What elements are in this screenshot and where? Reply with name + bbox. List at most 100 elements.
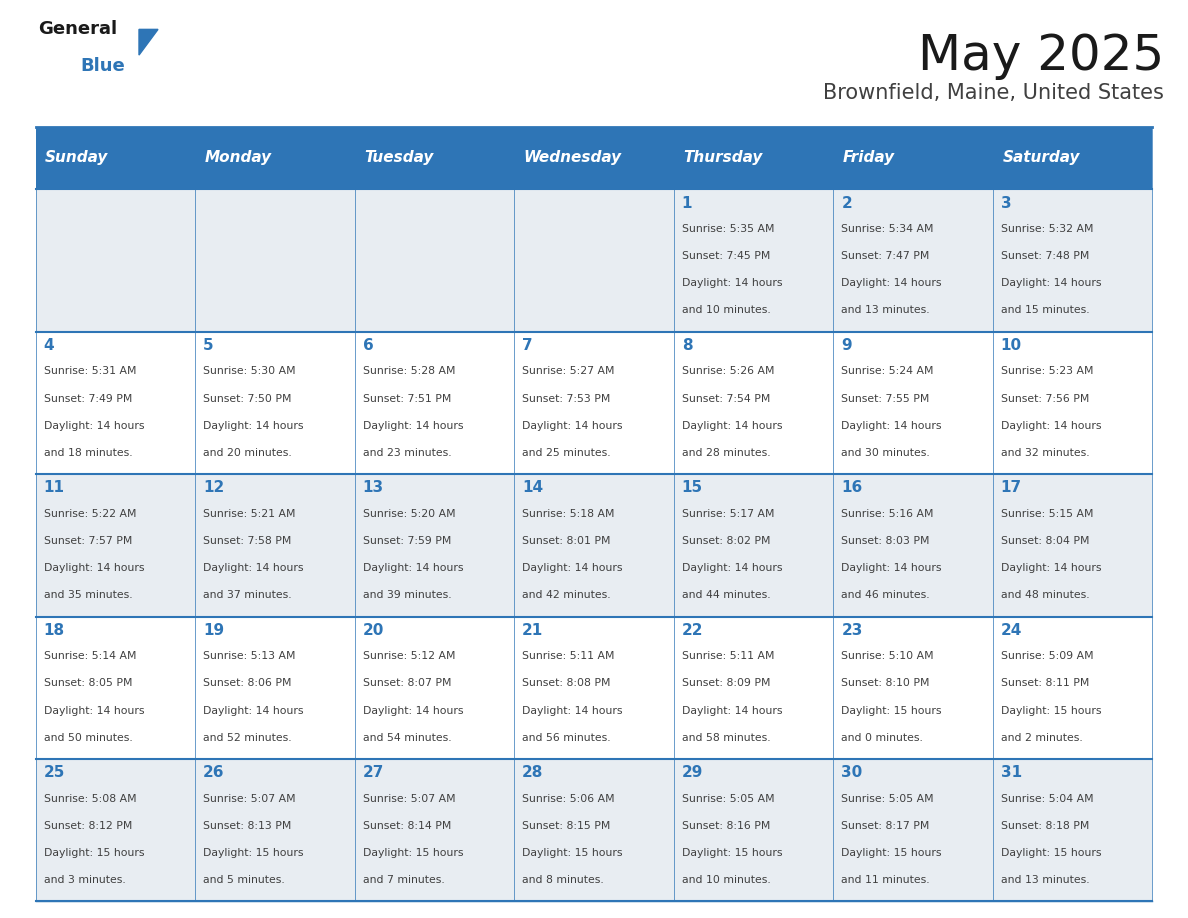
Text: Sunrise: 5:12 AM: Sunrise: 5:12 AM xyxy=(362,652,455,661)
Text: and 0 minutes.: and 0 minutes. xyxy=(841,733,923,743)
Text: Daylight: 15 hours: Daylight: 15 hours xyxy=(1000,848,1101,858)
Text: and 11 minutes.: and 11 minutes. xyxy=(841,875,930,885)
FancyBboxPatch shape xyxy=(833,331,993,474)
Text: Sunrise: 5:34 AM: Sunrise: 5:34 AM xyxy=(841,224,934,234)
FancyBboxPatch shape xyxy=(195,474,355,617)
Text: Sunrise: 5:24 AM: Sunrise: 5:24 AM xyxy=(841,366,934,376)
Text: Sunrise: 5:31 AM: Sunrise: 5:31 AM xyxy=(44,366,137,376)
Text: and 48 minutes.: and 48 minutes. xyxy=(1000,590,1089,600)
Text: and 52 minutes.: and 52 minutes. xyxy=(203,733,292,743)
Text: Sunset: 7:58 PM: Sunset: 7:58 PM xyxy=(203,536,291,546)
Text: Sunset: 8:12 PM: Sunset: 8:12 PM xyxy=(44,821,132,831)
Text: Sunrise: 5:07 AM: Sunrise: 5:07 AM xyxy=(203,794,296,804)
Text: 3: 3 xyxy=(1000,196,1011,210)
Text: 5: 5 xyxy=(203,338,214,353)
Text: Sunrise: 5:10 AM: Sunrise: 5:10 AM xyxy=(841,652,934,661)
Text: Daylight: 15 hours: Daylight: 15 hours xyxy=(841,706,942,715)
Text: and 20 minutes.: and 20 minutes. xyxy=(203,448,292,458)
Text: Sunset: 7:59 PM: Sunset: 7:59 PM xyxy=(362,536,451,546)
Text: Daylight: 15 hours: Daylight: 15 hours xyxy=(682,848,782,858)
Text: Sunset: 8:14 PM: Sunset: 8:14 PM xyxy=(362,821,451,831)
Text: and 10 minutes.: and 10 minutes. xyxy=(682,875,771,885)
Text: Sunset: 8:01 PM: Sunset: 8:01 PM xyxy=(523,536,611,546)
Text: Sunset: 7:45 PM: Sunset: 7:45 PM xyxy=(682,251,770,261)
FancyBboxPatch shape xyxy=(674,474,833,617)
Text: Daylight: 14 hours: Daylight: 14 hours xyxy=(841,420,942,431)
Text: Daylight: 15 hours: Daylight: 15 hours xyxy=(362,848,463,858)
FancyBboxPatch shape xyxy=(514,331,674,474)
Text: Sunrise: 5:11 AM: Sunrise: 5:11 AM xyxy=(682,652,775,661)
FancyBboxPatch shape xyxy=(36,127,195,189)
Text: and 39 minutes.: and 39 minutes. xyxy=(362,590,451,600)
Text: 18: 18 xyxy=(44,623,64,638)
Text: Sunrise: 5:22 AM: Sunrise: 5:22 AM xyxy=(44,509,137,519)
Text: and 8 minutes.: and 8 minutes. xyxy=(523,875,604,885)
Text: Sunset: 8:13 PM: Sunset: 8:13 PM xyxy=(203,821,291,831)
Text: 6: 6 xyxy=(362,338,373,353)
Text: Sunset: 7:48 PM: Sunset: 7:48 PM xyxy=(1000,251,1089,261)
Text: 19: 19 xyxy=(203,623,225,638)
Text: May 2025: May 2025 xyxy=(918,32,1164,80)
Text: Sunrise: 5:13 AM: Sunrise: 5:13 AM xyxy=(203,652,296,661)
FancyBboxPatch shape xyxy=(674,331,833,474)
Text: and 50 minutes.: and 50 minutes. xyxy=(44,733,132,743)
FancyBboxPatch shape xyxy=(833,617,993,759)
FancyBboxPatch shape xyxy=(674,759,833,901)
Text: Sunrise: 5:17 AM: Sunrise: 5:17 AM xyxy=(682,509,775,519)
Text: Sunset: 8:03 PM: Sunset: 8:03 PM xyxy=(841,536,930,546)
Text: Daylight: 14 hours: Daylight: 14 hours xyxy=(682,706,782,715)
Text: and 18 minutes.: and 18 minutes. xyxy=(44,448,132,458)
Text: and 32 minutes.: and 32 minutes. xyxy=(1000,448,1089,458)
Text: and 23 minutes.: and 23 minutes. xyxy=(362,448,451,458)
FancyBboxPatch shape xyxy=(993,127,1152,189)
Text: Daylight: 14 hours: Daylight: 14 hours xyxy=(1000,278,1101,288)
Text: Sunset: 7:50 PM: Sunset: 7:50 PM xyxy=(203,394,291,404)
FancyBboxPatch shape xyxy=(36,759,195,901)
FancyBboxPatch shape xyxy=(833,759,993,901)
Text: Daylight: 14 hours: Daylight: 14 hours xyxy=(362,420,463,431)
Text: and 13 minutes.: and 13 minutes. xyxy=(841,305,930,315)
Text: Daylight: 14 hours: Daylight: 14 hours xyxy=(203,563,304,573)
Text: and 25 minutes.: and 25 minutes. xyxy=(523,448,611,458)
Text: Sunset: 8:10 PM: Sunset: 8:10 PM xyxy=(841,678,930,688)
Text: Daylight: 14 hours: Daylight: 14 hours xyxy=(841,278,942,288)
Text: Sunday: Sunday xyxy=(45,151,108,165)
FancyBboxPatch shape xyxy=(355,189,514,331)
Text: Sunset: 7:56 PM: Sunset: 7:56 PM xyxy=(1000,394,1089,404)
Text: Daylight: 14 hours: Daylight: 14 hours xyxy=(523,706,623,715)
Text: 11: 11 xyxy=(44,480,64,496)
Text: 30: 30 xyxy=(841,766,862,780)
Text: Daylight: 14 hours: Daylight: 14 hours xyxy=(1000,563,1101,573)
Text: Sunrise: 5:14 AM: Sunrise: 5:14 AM xyxy=(44,652,137,661)
FancyBboxPatch shape xyxy=(36,474,195,617)
Text: Sunrise: 5:30 AM: Sunrise: 5:30 AM xyxy=(203,366,296,376)
Text: 27: 27 xyxy=(362,766,384,780)
Text: and 5 minutes.: and 5 minutes. xyxy=(203,875,285,885)
Text: Daylight: 15 hours: Daylight: 15 hours xyxy=(203,848,304,858)
Text: 24: 24 xyxy=(1000,623,1022,638)
Text: Daylight: 14 hours: Daylight: 14 hours xyxy=(44,706,144,715)
Text: 14: 14 xyxy=(523,480,543,496)
Text: 2: 2 xyxy=(841,196,852,210)
Text: 16: 16 xyxy=(841,480,862,496)
FancyBboxPatch shape xyxy=(514,474,674,617)
Text: Thursday: Thursday xyxy=(683,151,763,165)
Text: Sunset: 8:02 PM: Sunset: 8:02 PM xyxy=(682,536,770,546)
Text: and 13 minutes.: and 13 minutes. xyxy=(1000,875,1089,885)
Text: Sunset: 8:08 PM: Sunset: 8:08 PM xyxy=(523,678,611,688)
Text: Sunrise: 5:32 AM: Sunrise: 5:32 AM xyxy=(1000,224,1093,234)
Text: and 10 minutes.: and 10 minutes. xyxy=(682,305,771,315)
Text: 28: 28 xyxy=(523,766,544,780)
FancyBboxPatch shape xyxy=(833,474,993,617)
Text: 8: 8 xyxy=(682,338,693,353)
Text: and 42 minutes.: and 42 minutes. xyxy=(523,590,611,600)
Text: and 56 minutes.: and 56 minutes. xyxy=(523,733,611,743)
Text: Daylight: 15 hours: Daylight: 15 hours xyxy=(44,848,144,858)
Text: Wednesday: Wednesday xyxy=(524,151,623,165)
Text: and 44 minutes.: and 44 minutes. xyxy=(682,590,770,600)
FancyBboxPatch shape xyxy=(993,189,1152,331)
Text: 25: 25 xyxy=(44,766,65,780)
Text: and 54 minutes.: and 54 minutes. xyxy=(362,733,451,743)
Text: Sunrise: 5:28 AM: Sunrise: 5:28 AM xyxy=(362,366,455,376)
FancyBboxPatch shape xyxy=(833,189,993,331)
